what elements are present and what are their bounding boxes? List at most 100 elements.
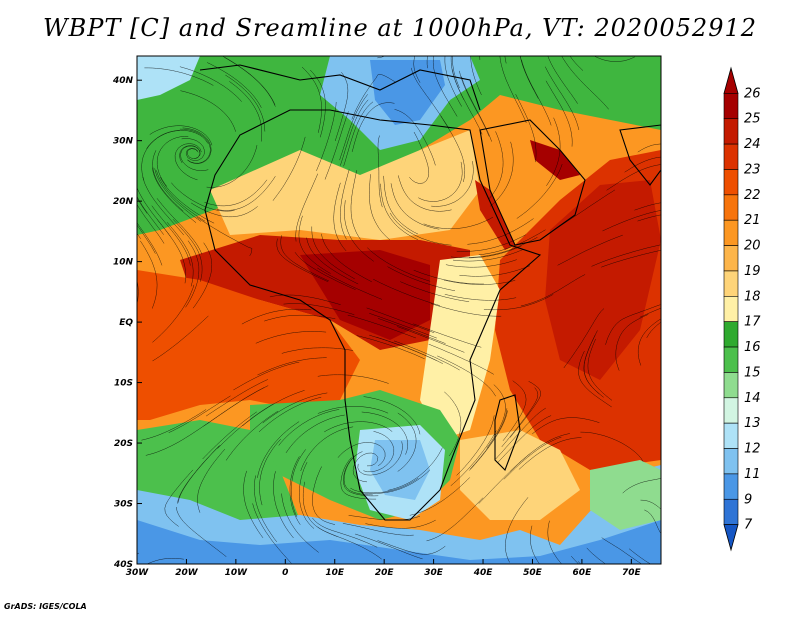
streamline — [440, 115, 466, 183]
colorbar-swatch — [723, 473, 739, 500]
streamline — [272, 136, 306, 201]
lat-tick-label: 10N — [113, 258, 134, 268]
streamline — [154, 168, 202, 222]
streamline — [316, 101, 337, 171]
streamline — [262, 392, 328, 424]
streamline — [299, 462, 315, 529]
streamline — [351, 102, 395, 152]
streamline — [197, 448, 226, 513]
colorbar-level-label: 20 — [744, 239, 761, 254]
streamline — [351, 74, 397, 120]
streamline — [241, 308, 312, 325]
streamline — [340, 99, 369, 166]
streamline — [639, 307, 661, 318]
streamline — [521, 59, 552, 126]
streamline — [216, 176, 276, 211]
streamline — [152, 150, 184, 212]
streamline — [516, 164, 563, 219]
streamline — [276, 238, 329, 283]
streamline — [366, 307, 435, 334]
colorbar-level-label: 19 — [744, 264, 761, 279]
lon-tick-label: 0 — [282, 568, 288, 578]
streamline — [182, 127, 212, 164]
streamline — [479, 56, 481, 60]
lon-tick-label: 20E — [375, 568, 395, 578]
colorbar-level-label: 13 — [744, 416, 761, 431]
streamline — [497, 415, 552, 464]
streamline — [257, 357, 327, 376]
streamline — [137, 279, 139, 304]
streamline — [437, 355, 496, 397]
streamline — [637, 318, 661, 366]
streamline — [369, 174, 391, 241]
streamline — [363, 396, 421, 435]
colorbar-level-label: 21 — [744, 213, 761, 228]
axis-ticks: 30W 20W 10W 0 10E 20E 30E 40E 50E 60E 70E 40N 30N 20N… — [112, 76, 642, 578]
colorbar-swatch — [723, 498, 739, 525]
streamline — [137, 222, 163, 266]
streamline — [290, 449, 306, 518]
streamline — [225, 74, 266, 132]
streamline — [229, 81, 263, 142]
streamline — [628, 548, 652, 564]
lon-tick-label: 30E — [424, 568, 444, 578]
arabia-coast — [479, 119, 586, 246]
streamline — [490, 141, 514, 207]
map-title: WBPT [C] and Sreamline at 1000hPa, VT: 2… — [42, 14, 758, 42]
streamline — [646, 321, 661, 339]
streamline — [593, 56, 635, 62]
streamline — [580, 431, 644, 462]
plot-frame — [136, 55, 662, 565]
colorbar-swatch — [723, 422, 739, 449]
streamline — [317, 406, 389, 414]
streamline — [152, 315, 209, 362]
streamline — [356, 335, 425, 360]
north-green-region — [137, 56, 661, 235]
streamline — [456, 415, 495, 476]
colorbar-swatch — [723, 321, 739, 348]
streamline — [300, 426, 354, 472]
streamline — [190, 202, 258, 218]
streamline — [280, 235, 330, 282]
streamline — [295, 173, 319, 242]
streamline — [224, 57, 276, 107]
streamline — [387, 447, 443, 491]
coastlines — [199, 64, 661, 521]
streamline — [339, 94, 368, 161]
lon-tick-label: 70E — [622, 568, 642, 578]
streamline — [204, 179, 268, 207]
streamline — [413, 269, 484, 285]
streamline — [140, 240, 158, 309]
streamline — [137, 224, 156, 254]
colorbar-swatch — [723, 296, 739, 322]
streamline — [257, 421, 300, 478]
streamline — [400, 281, 470, 302]
streamline — [499, 56, 527, 124]
streamline — [530, 525, 540, 564]
streamline — [312, 517, 378, 548]
streamline — [205, 379, 269, 417]
streamline — [634, 202, 661, 211]
streamline — [561, 56, 609, 110]
streamline — [343, 454, 379, 497]
streamline — [166, 222, 194, 287]
streamline — [503, 436, 562, 480]
streamline — [369, 312, 437, 339]
southern-ocean-cold — [137, 520, 661, 564]
streamline — [470, 408, 508, 470]
lat-tick-label: 30N — [113, 137, 134, 147]
india-coast — [619, 124, 661, 186]
streamline — [202, 411, 257, 460]
streamline — [456, 234, 526, 252]
streamline — [137, 204, 165, 244]
lat-tick-label: EQ — [119, 318, 133, 328]
streamline — [518, 437, 582, 470]
streamline — [243, 470, 264, 539]
streamline — [544, 66, 580, 131]
streamline — [569, 56, 584, 71]
streamline — [361, 411, 408, 455]
streamline — [397, 175, 452, 212]
streamline — [486, 384, 506, 449]
streamline — [601, 250, 661, 268]
